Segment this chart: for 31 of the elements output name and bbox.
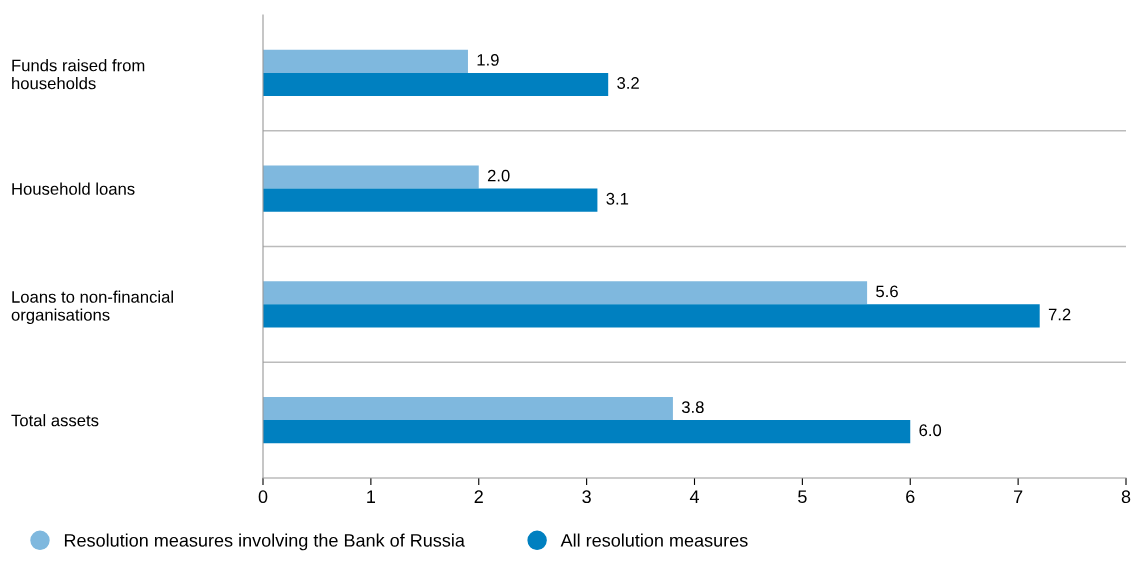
bar (263, 281, 868, 305)
y-tick-label: Loans to non-financial organisations (11, 290, 173, 325)
legend-label: All resolution measures (560, 533, 748, 547)
data-label: 1.9 (477, 53, 499, 66)
bar (263, 165, 479, 189)
bar (263, 188, 598, 212)
x-tick-label: 5 (798, 490, 807, 504)
y-tick-label: Household loans (12, 182, 135, 195)
x-tick-label: 4 (689, 490, 699, 503)
bar (263, 304, 1040, 328)
data-label: 5.6 (876, 285, 898, 298)
x-tick-label: 6 (906, 490, 915, 504)
data-label: 3.1 (606, 192, 629, 205)
x-tick-label: 7 (1014, 490, 1023, 503)
bar (263, 420, 911, 444)
data-label: 7.2 (1048, 308, 1071, 321)
data-label: 3.8 (681, 401, 704, 414)
legend-label: Resolution measures involving the Bank of Russia (64, 533, 465, 551)
x-tick-label: 3 (582, 490, 591, 504)
bar (263, 72, 609, 97)
data-label: 6.0 (919, 424, 942, 437)
data-label: 3.2 (617, 77, 639, 89)
x-tick-label: 2 (474, 490, 483, 503)
x-tick-label: 1 (367, 490, 376, 503)
bar (263, 49, 468, 73)
data-label: 2.0 (487, 169, 510, 182)
x-tick-label: 8 (1121, 490, 1131, 504)
bar (263, 396, 673, 421)
x-tick-label: 0 (258, 490, 268, 504)
y-tick-label: Total assets (11, 414, 99, 427)
y-tick-label: Funds raised from households (12, 59, 145, 90)
